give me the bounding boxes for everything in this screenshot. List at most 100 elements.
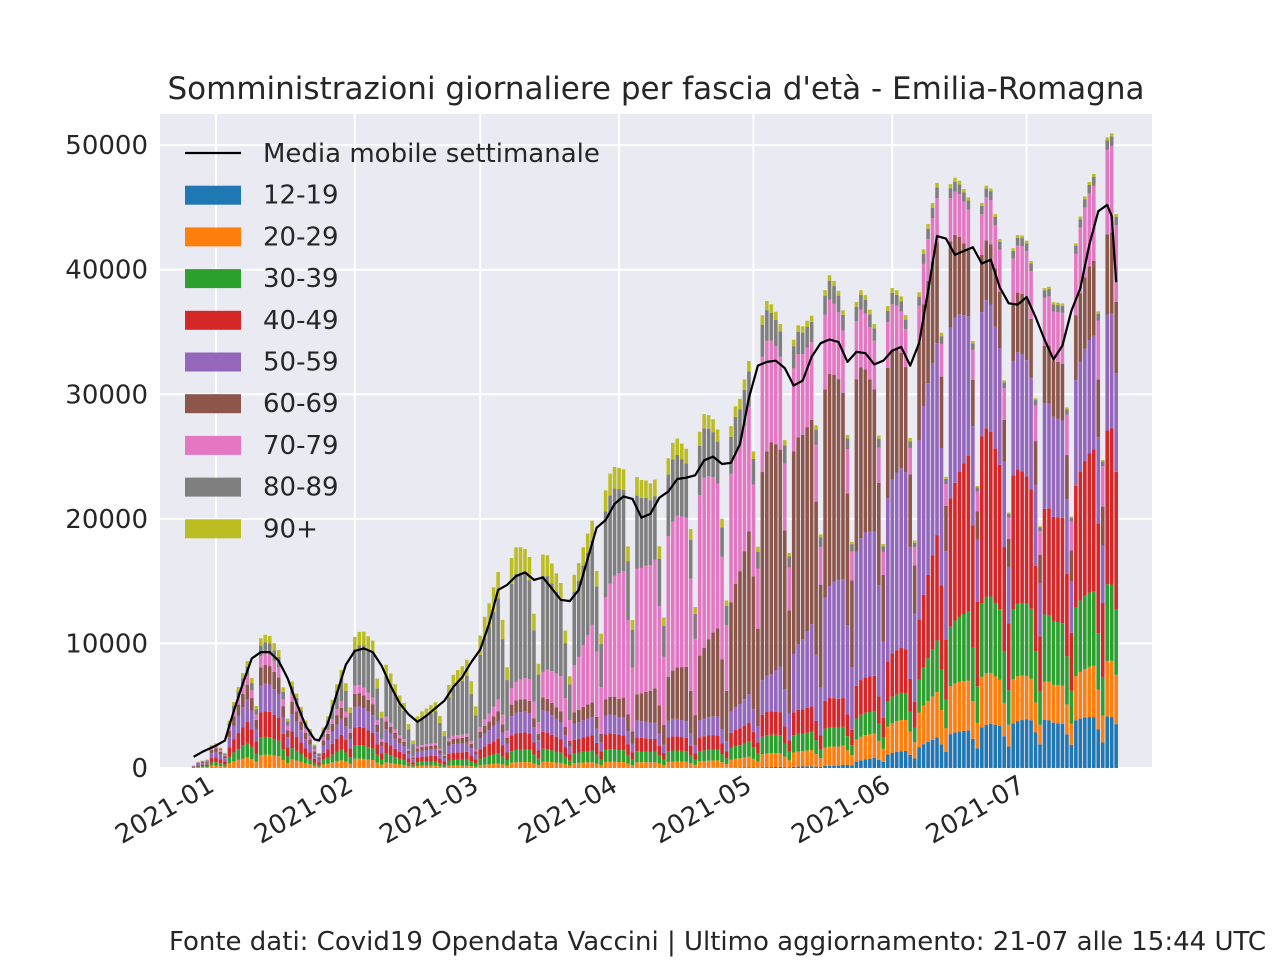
bar-segment xyxy=(975,539,980,602)
bar-segment xyxy=(997,464,1002,610)
bar-segment xyxy=(567,765,572,768)
bar-segment xyxy=(1078,471,1083,601)
bar-segment xyxy=(782,445,787,464)
bar-segment xyxy=(1060,305,1065,313)
bar-segment xyxy=(447,753,451,761)
bar-segment xyxy=(491,725,496,742)
bar-segment xyxy=(1083,199,1087,208)
bar-segment xyxy=(653,496,657,560)
bar-segment xyxy=(550,702,554,716)
bar-segment xyxy=(532,613,536,631)
bar-segment xyxy=(576,722,581,739)
bar-segment xyxy=(402,741,406,747)
bar-segment xyxy=(742,425,747,552)
bar-segment xyxy=(330,731,335,744)
bar-segment xyxy=(782,530,787,690)
bar-segment xyxy=(662,625,666,657)
bar-segment xyxy=(885,754,890,768)
bar-segment xyxy=(926,700,930,742)
bar-segment xyxy=(1042,720,1047,768)
bar-segment xyxy=(326,716,330,721)
bar-segment xyxy=(1056,311,1060,362)
bar-segment xyxy=(921,249,926,255)
bar-segment xyxy=(536,750,541,759)
bar-segment xyxy=(357,685,362,694)
bar-segment xyxy=(357,645,362,686)
bar-segment xyxy=(926,228,930,239)
bar-segment xyxy=(818,767,823,768)
bar-segment xyxy=(930,739,935,768)
bar-segment xyxy=(223,752,227,754)
bar-segment xyxy=(706,476,711,640)
bar-segment xyxy=(218,748,223,751)
bar-segment xyxy=(971,380,975,427)
bar-segment xyxy=(536,663,541,675)
bar-segment xyxy=(1096,313,1101,321)
bar-segment xyxy=(402,759,406,765)
bar-segment xyxy=(250,710,254,730)
bar-segment xyxy=(948,198,953,242)
bar-segment xyxy=(214,746,218,749)
bar-segment xyxy=(738,398,742,410)
bar-segment xyxy=(1015,676,1020,722)
bar-segment xyxy=(966,730,971,768)
bar-segment xyxy=(818,537,823,547)
bar-segment xyxy=(536,758,541,765)
bar-segment xyxy=(272,660,276,672)
bar-segment xyxy=(482,746,487,758)
bar-segment xyxy=(299,742,303,754)
x-tick-label: 2021-03 xyxy=(375,770,484,850)
bar-segment xyxy=(267,643,272,655)
bar-segment xyxy=(760,714,765,737)
bar-segment xyxy=(930,363,935,556)
bar-segment xyxy=(1074,253,1078,316)
bar-segment xyxy=(420,765,424,768)
bar-segment xyxy=(877,482,881,586)
bar-segment xyxy=(442,736,447,755)
bar-segment xyxy=(523,732,527,750)
bar-segment xyxy=(1091,449,1096,592)
bar-segment xyxy=(567,746,572,755)
bar-segment xyxy=(863,712,868,736)
bar-segment xyxy=(877,723,881,741)
bar-segment xyxy=(1105,660,1110,717)
bar-segment xyxy=(827,746,832,766)
bar-segment xyxy=(594,742,599,755)
bar-segment xyxy=(303,757,308,764)
bar-segment xyxy=(299,753,303,762)
bar-segment xyxy=(702,736,706,751)
bar-segment xyxy=(491,741,496,755)
bar-segment xyxy=(402,702,406,711)
bar-segment xyxy=(621,750,626,763)
bar-segment xyxy=(697,655,702,721)
bar-segment xyxy=(868,327,872,380)
bar-segment xyxy=(841,310,845,315)
bar-segment xyxy=(1105,430,1110,585)
bar-segment xyxy=(791,766,796,768)
bar-segment xyxy=(599,633,603,645)
bar-segment xyxy=(267,711,272,738)
bar-segment xyxy=(805,427,809,632)
bar-segment xyxy=(567,760,572,766)
bar-segment xyxy=(366,692,371,700)
bar-segment xyxy=(1069,723,1074,745)
bar-segment xyxy=(747,694,751,723)
bar-segment xyxy=(406,729,411,749)
bar-segment xyxy=(1074,676,1078,721)
bar-segment xyxy=(971,647,975,702)
bar-segment xyxy=(805,631,809,708)
bar-segment xyxy=(899,468,903,649)
bar-segment xyxy=(541,748,545,762)
bar-segment xyxy=(1065,409,1069,415)
bar-segment xyxy=(679,720,684,738)
bar-segment xyxy=(487,626,491,714)
bar-segment xyxy=(796,354,800,438)
bar-segment xyxy=(505,667,509,681)
bar-segment xyxy=(491,587,496,613)
bar-segment xyxy=(657,745,662,756)
bar-segment xyxy=(778,712,783,736)
bar-segment xyxy=(769,711,774,735)
bar-segment xyxy=(944,728,948,752)
bar-segment xyxy=(1087,266,1092,340)
bar-segment xyxy=(353,758,357,768)
